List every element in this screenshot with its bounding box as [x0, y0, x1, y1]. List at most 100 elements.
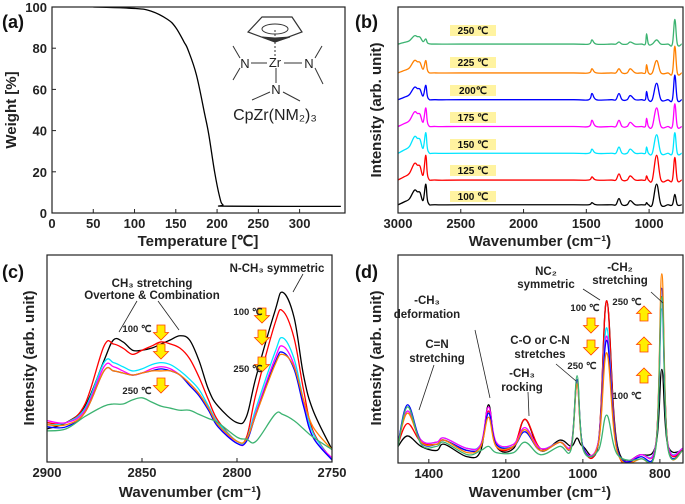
- series-label: 100 ℃: [458, 192, 489, 203]
- arrow-down-icon: [253, 329, 271, 346]
- cp-ring-front: [261, 36, 291, 43]
- series-group: [47, 291, 332, 461]
- ylabel-d: Intensity (arb. unit): [368, 290, 385, 425]
- ylabel-c: Intensity (arb. unit): [21, 290, 38, 425]
- series-line-1: [47, 308, 332, 461]
- temp-label: 250 ℃: [612, 297, 641, 308]
- xlabel-c: Wavenumber (cm⁻¹): [119, 484, 261, 501]
- series-label-box: [450, 165, 496, 176]
- panel-label-a: (a): [2, 12, 24, 32]
- arrow-down-icon: [582, 339, 600, 356]
- y-tick-label: 60: [33, 82, 47, 97]
- temp-label: 100 ℃: [570, 303, 599, 314]
- series-label-box: [450, 139, 496, 150]
- atom-zr: Zr: [269, 55, 282, 70]
- series-line-225: [398, 45, 683, 76]
- annotation-arrow: [582, 288, 601, 301]
- annotation-ch3-def: -CH₃: [414, 295, 440, 307]
- y-tick-label: 20: [33, 165, 47, 180]
- series-line-200: [398, 74, 683, 103]
- temp-label: 100 ℃: [612, 391, 641, 402]
- annotation-arrow: [292, 273, 304, 293]
- xlabel-b: Wavenumber (cm⁻¹): [469, 233, 611, 250]
- annotation-arrow: [418, 364, 435, 411]
- annotation-ch2-stretching: stretching: [592, 275, 648, 287]
- x-tick-label: 2900: [33, 465, 62, 480]
- plot-frame: [397, 6, 684, 214]
- panel-b: 3000 2500 2000 1500 1000 100 ℃ 125 ℃ 150 ℃ 175 ℃…: [384, 6, 684, 231]
- annotation-ch3-rock: -CH₃: [509, 368, 535, 380]
- temp-label: 250 ℃: [567, 361, 596, 372]
- atom-n-right: N: [304, 56, 313, 71]
- annotation-overtone: Overtone & Combination: [84, 290, 219, 302]
- annotation-ch3-stretching: CH₃ stretching: [112, 278, 193, 290]
- series-label: 125 ℃: [458, 166, 489, 177]
- x-tick-label: 250: [247, 216, 269, 231]
- panel-c: 2900 2850 2800 2750: [33, 254, 346, 480]
- series-line-125: [398, 154, 683, 183]
- x-tick-label: 1400: [414, 466, 443, 481]
- arrow-down-icon: [253, 307, 271, 324]
- series-line-150: [398, 132, 682, 156]
- x-tick-label: 3000: [384, 216, 413, 231]
- series-group: [398, 273, 683, 463]
- annotation-arrow: [555, 363, 577, 382]
- series-label: 250 ℃: [458, 26, 489, 37]
- series-label-box: [450, 191, 496, 202]
- series-line-175: [398, 103, 683, 129]
- chemical-structure: [232, 16, 324, 102]
- annotation-deformation: deformation: [394, 309, 460, 321]
- methyl: [232, 67, 241, 81]
- ylabel-a: Weight [%]: [3, 71, 20, 148]
- plot-frame: [51, 6, 346, 214]
- annotation-cn: C=N: [425, 339, 448, 351]
- panel-a: 0 50 100 150 200 250 300 0 20 40 60 80 100: [25, 0, 346, 231]
- panel-label-b: (b): [355, 12, 378, 32]
- series-line-4: [47, 351, 332, 461]
- cp-aromatic-ring: [261, 23, 289, 35]
- x-tick-label: 2500: [446, 216, 475, 231]
- annotation-nch3: N-CH₃ symmetric: [230, 263, 325, 275]
- x-tick-label: 1000: [635, 216, 664, 231]
- x-tick-label: 1500: [572, 216, 601, 231]
- x-tick-label: 0: [48, 216, 55, 231]
- methyl: [232, 45, 241, 59]
- arrow-up-icon: [635, 305, 653, 322]
- series-line-100: [398, 183, 682, 208]
- series-group: [398, 18, 683, 208]
- series-label: 150 ℃: [458, 140, 489, 151]
- series-label: 175 ℃: [458, 113, 489, 124]
- atom-n-left: N: [240, 56, 249, 71]
- annotation-nc2: NC₂: [535, 266, 557, 278]
- annotation-lines-c: [118, 273, 304, 333]
- panel-label-d: (d): [355, 262, 378, 282]
- inset-formula: CpZr(NM₂)₃: [233, 107, 317, 124]
- methyl: [251, 91, 271, 101]
- series-label-box: [450, 25, 496, 36]
- plot-frame: [397, 254, 684, 464]
- x-tick-label: 2800: [223, 465, 252, 480]
- arrow-down-icon: [582, 317, 600, 334]
- annotation-co-cn: C-O or C-N: [510, 335, 569, 347]
- temp-label: 100 ℃: [122, 324, 151, 335]
- x-tick-label: 50: [86, 216, 100, 231]
- annotation-lines-d: [418, 288, 664, 417]
- x-tick-label: 1000: [568, 466, 597, 481]
- annotation-ch2: -CH₂: [607, 262, 633, 274]
- series-label-box: [450, 85, 496, 96]
- atom-n-bottom: N: [271, 82, 280, 97]
- y-tick-label: 40: [33, 124, 47, 139]
- xlabel-d: Wavenumber (cm⁻¹): [469, 484, 611, 501]
- x-tick-label: 100: [124, 216, 146, 231]
- y-tick-label: 80: [33, 41, 47, 56]
- temp-label: 100 ℃: [233, 307, 262, 318]
- series-line-0: [93, 7, 341, 208]
- series-line-0: [47, 291, 332, 450]
- series-label: 225 ℃: [458, 58, 489, 69]
- x-tick-label: 1200: [491, 466, 520, 481]
- methyl: [282, 91, 301, 102]
- series-label: 200℃: [459, 86, 487, 97]
- temp-label: 250 ℃: [122, 386, 151, 397]
- arrow-down-icon: [152, 324, 170, 341]
- annotation-cn-stretching: stretching: [409, 353, 465, 365]
